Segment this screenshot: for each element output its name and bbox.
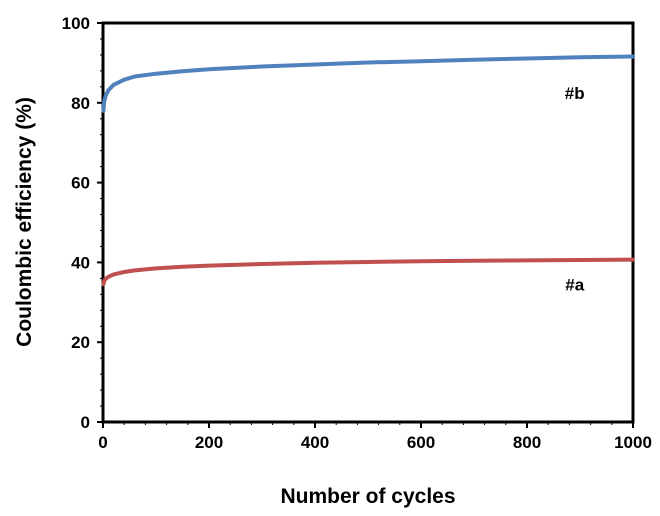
y-tick-label: 20	[71, 333, 90, 352]
plot-frame	[101, 21, 635, 424]
series-line-b	[101, 54, 635, 113]
y-tick-label: 40	[71, 253, 90, 272]
y-tick-label: 60	[71, 174, 90, 193]
ticks-layer	[97, 22, 634, 428]
y-tick-label: 100	[62, 14, 90, 33]
x-tick-label: 0	[98, 433, 107, 452]
y-tick-label: 0	[81, 413, 90, 432]
y-tick-label: 80	[71, 94, 90, 113]
y-axis-title: Coulombic efficiency (%)	[13, 97, 36, 347]
x-tick-label: 600	[407, 433, 435, 452]
x-tick-label: 200	[195, 433, 223, 452]
series-label-a: #a	[565, 275, 584, 294]
x-tick-label: 800	[513, 433, 541, 452]
x-tick-label: 1000	[614, 433, 652, 452]
series-layer	[101, 54, 635, 287]
series-label-b: #b	[565, 84, 585, 103]
x-axis-title: Number of cycles	[280, 485, 455, 508]
series-line-a	[101, 257, 635, 287]
x-tick-label: 400	[301, 433, 329, 452]
